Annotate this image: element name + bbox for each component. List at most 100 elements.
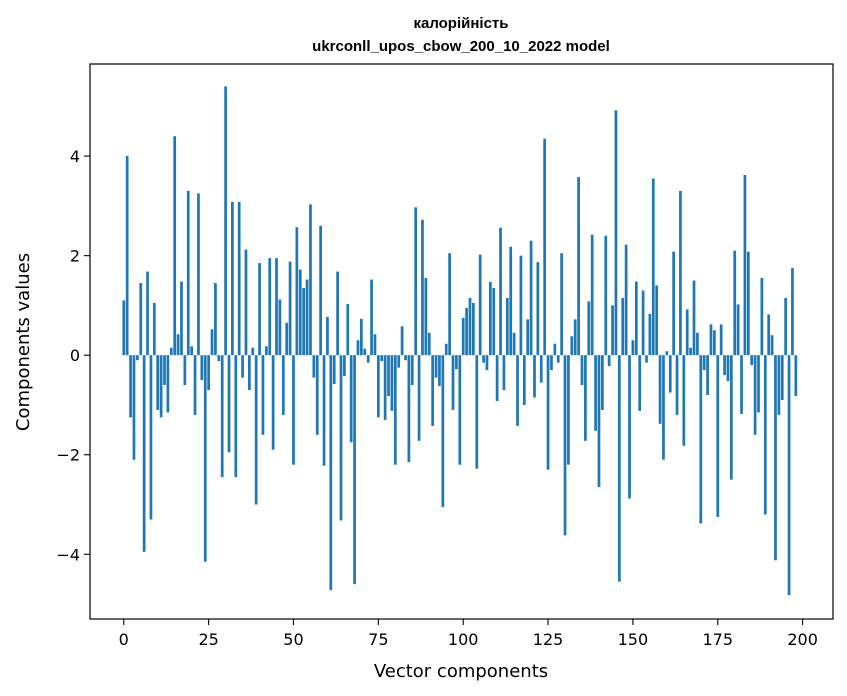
bar <box>397 355 401 368</box>
bar <box>214 283 217 356</box>
bar <box>281 355 285 415</box>
bar <box>315 355 319 435</box>
bar <box>770 335 774 356</box>
bar <box>543 138 547 356</box>
bar <box>129 355 132 418</box>
bar <box>767 314 771 356</box>
bar <box>278 299 282 356</box>
bar <box>424 278 428 356</box>
bar <box>366 355 370 363</box>
bar <box>353 355 356 585</box>
bar <box>675 355 679 415</box>
y-tick-label: −4 <box>56 545 80 564</box>
x-tick-label: 75 <box>368 630 388 649</box>
bar <box>332 355 336 385</box>
bar <box>699 355 703 524</box>
bar <box>702 355 706 371</box>
y-axis-ticks: −4 −2 0 2 4 <box>56 147 90 564</box>
bar <box>258 263 261 356</box>
bar <box>407 355 411 463</box>
bar <box>763 355 767 515</box>
bar <box>502 355 506 391</box>
bar <box>248 355 251 391</box>
bar <box>376 355 380 418</box>
bar <box>400 326 404 356</box>
x-axis-label: Vector components <box>374 661 548 682</box>
bar <box>210 329 214 356</box>
x-tick-label: 0 <box>119 630 129 649</box>
bar <box>264 346 268 356</box>
bar <box>563 355 567 536</box>
bar <box>607 355 611 367</box>
bar <box>465 307 468 356</box>
bar <box>349 355 353 443</box>
bar <box>180 281 183 356</box>
bar <box>380 355 384 362</box>
bar <box>139 283 143 356</box>
bar <box>634 281 638 356</box>
bar <box>472 302 475 356</box>
bar <box>125 156 129 356</box>
bar <box>478 254 482 356</box>
bar <box>234 355 238 478</box>
bar <box>760 278 764 356</box>
bar <box>692 280 696 356</box>
bar <box>295 227 299 356</box>
bar <box>163 355 166 386</box>
bar <box>190 346 194 356</box>
bar <box>546 355 550 470</box>
chart-title: калорійність <box>413 15 508 32</box>
bar <box>207 355 210 391</box>
bar <box>685 309 689 356</box>
bar <box>309 204 312 356</box>
y-tick-label: 0 <box>70 346 80 365</box>
bar <box>482 355 485 363</box>
bar <box>336 271 339 356</box>
bar <box>689 347 692 356</box>
bar <box>519 255 523 356</box>
bar <box>254 355 258 505</box>
bar <box>387 355 390 397</box>
x-tick-label: 50 <box>283 630 303 649</box>
x-axis-ticks: 0 25 50 75 100 125 150 175 200 <box>119 619 818 649</box>
bar <box>505 297 509 356</box>
bar <box>597 355 601 488</box>
x-tick-label: 25 <box>198 630 218 649</box>
bar <box>183 355 187 386</box>
bar <box>509 246 513 356</box>
bar <box>363 348 367 356</box>
bar <box>373 334 377 356</box>
bar <box>485 355 489 371</box>
bar <box>261 355 265 435</box>
bar <box>499 227 502 356</box>
bar <box>645 355 648 363</box>
bar <box>220 355 224 478</box>
bar <box>319 225 322 356</box>
bar <box>329 355 333 591</box>
bar <box>251 347 255 356</box>
bar <box>410 355 414 386</box>
bar <box>383 355 387 420</box>
bar <box>458 355 462 465</box>
bar <box>241 355 244 378</box>
bar <box>302 287 306 356</box>
bar <box>631 340 635 356</box>
bar <box>292 355 295 465</box>
y-tick-label: 4 <box>70 147 80 166</box>
bar <box>166 355 170 413</box>
bar <box>750 355 754 366</box>
bar <box>526 319 530 356</box>
bar <box>604 235 608 356</box>
bar <box>455 355 458 370</box>
bar <box>658 355 662 424</box>
bar <box>560 253 563 356</box>
chart-subtitle: ukrconll_upos_cbow_200_10_2022 model <box>312 38 610 55</box>
bar <box>156 355 160 410</box>
bar <box>753 355 757 435</box>
bar <box>743 175 747 356</box>
bar <box>733 250 737 356</box>
bar <box>152 302 156 356</box>
bar <box>512 332 516 356</box>
bar <box>285 322 289 356</box>
bar <box>713 330 716 356</box>
